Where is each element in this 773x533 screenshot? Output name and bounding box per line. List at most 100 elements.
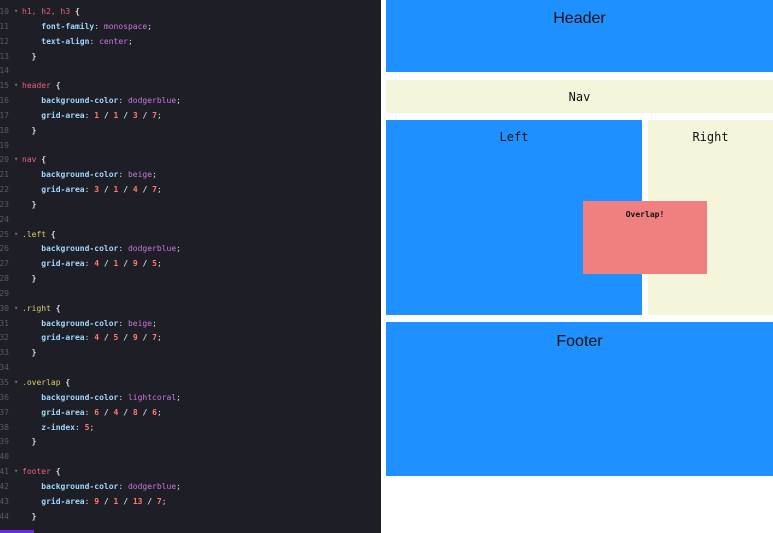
code-token: 7 [152, 185, 157, 195]
code-token: 9 [94, 496, 100, 506]
code-token [22, 22, 41, 31]
code-text: grid-area: 9 / 1 / 13 / 7; [22, 494, 166, 509]
code-text: background-color: dodgerblue; [22, 241, 181, 256]
code-token: 1 [113, 496, 119, 506]
fold-arrow-icon[interactable]: ▾ [14, 378, 19, 386]
line-number: 43 [0, 496, 9, 506]
code-token: : [84, 496, 95, 506]
code-token: : [118, 96, 128, 106]
code-token [22, 274, 32, 283]
preview-pane: Header Nav Left Right Overlap! Footer [381, 0, 773, 533]
code-token: { [50, 229, 56, 239]
line-number: 37 [0, 407, 9, 417]
code-text: grid-area: 6 / 4 / 8 / 6; [22, 405, 162, 420]
code-token [22, 333, 41, 342]
code-token [22, 96, 41, 105]
code-token: : [74, 422, 85, 432]
code-text: .overlap { [22, 375, 70, 390]
line-number: 30 [0, 303, 9, 313]
code-token: background-color [41, 392, 119, 402]
code-token: ; [156, 333, 162, 343]
code-token: : [118, 170, 128, 180]
code-token: dodgerblue [127, 96, 177, 106]
code-token: { [65, 378, 71, 387]
code-token: / [118, 185, 133, 195]
code-token: ; [147, 21, 153, 31]
editor-accent-bar [0, 530, 34, 533]
code-token: / [118, 407, 133, 417]
code-token: : [84, 110, 95, 120]
code-token: 3 [94, 185, 100, 195]
code-token: : [94, 21, 104, 31]
code-token: { [55, 467, 61, 477]
code-token: / [118, 110, 133, 120]
code-token: / [99, 496, 114, 506]
fold-arrow-icon[interactable]: ▾ [14, 81, 19, 90]
fold-arrow-icon[interactable]: ▾ [14, 303, 19, 312]
code-token [22, 126, 32, 135]
code-token: / [99, 333, 114, 343]
code-token: 1 [94, 110, 100, 120]
code-token: font-family [41, 21, 95, 31]
code-text: grid-area: 3 / 1 / 4 / 7; [22, 182, 162, 197]
code-token: / [99, 110, 114, 120]
code-text: footer { [22, 464, 61, 479]
code-token: grid-area [41, 185, 85, 195]
preview-header: Header [386, 0, 773, 72]
fold-arrow-icon[interactable]: ▾ [14, 7, 19, 15]
line-number: 31 [0, 318, 9, 328]
code-token: ; [176, 244, 181, 254]
code-text: .right { [22, 301, 61, 316]
code-token: grid-area [41, 496, 85, 506]
code-token: / [137, 333, 153, 343]
code-token [22, 393, 41, 402]
line-number: 22 [0, 185, 9, 195]
code-token [22, 319, 41, 328]
preview-footer: Footer [386, 322, 773, 476]
code-token [22, 482, 41, 491]
fold-arrow-icon[interactable]: ▾ [14, 229, 19, 238]
line-number: 34 [0, 363, 9, 373]
code-token: ; [156, 407, 162, 417]
code-text: background-color: lightcoral; [22, 390, 181, 405]
fold-arrow-icon[interactable]: ▾ [14, 155, 19, 164]
line-number: 12 [0, 36, 9, 46]
line-number: 44 [0, 511, 9, 521]
code-token: / [137, 259, 153, 269]
code-text: } [22, 509, 37, 524]
fold-arrow-icon[interactable]: ▾ [14, 467, 19, 476]
line-number: 24 [0, 214, 9, 224]
code-token: } [31, 511, 37, 521]
code-token: } [31, 51, 37, 61]
code-text: nav { [22, 152, 46, 167]
code-token: .overlap [22, 378, 61, 387]
code-token: / [137, 407, 153, 417]
code-token: 7 [152, 333, 157, 343]
line-number: 36 [0, 392, 9, 402]
code-token: 13 [132, 496, 143, 506]
code-token: 9 [132, 333, 138, 343]
code-token [22, 348, 32, 357]
code-text: font-family: monospace; [22, 19, 152, 34]
code-token: { [55, 81, 61, 91]
code-token [22, 111, 41, 120]
code-token: 4 [94, 259, 100, 269]
code-token: 4 [94, 333, 100, 343]
code-text: .left { [22, 227, 56, 242]
code-token: } [31, 437, 37, 447]
code-token: ; [127, 36, 133, 46]
preview-footer-title: Footer [556, 333, 603, 350]
code-text: grid-area: 4 / 5 / 9 / 7; [22, 330, 162, 345]
code-text: grid-area: 4 / 1 / 9 / 5; [22, 256, 162, 271]
code-token: .right [22, 303, 51, 313]
code-token: ; [156, 185, 162, 195]
code-token: : [118, 392, 128, 402]
code-token: / [118, 259, 133, 269]
preview-header-title: Header [553, 10, 606, 27]
code-token: : [118, 318, 128, 328]
code-editor[interactable]: 10 ▾ h1, h2, h3 {11 font-family: monospace… [0, 0, 381, 533]
code-token [22, 497, 41, 506]
line-number: 11 [0, 21, 9, 31]
code-text: } [22, 271, 37, 286]
code-token: text-align [41, 36, 90, 46]
